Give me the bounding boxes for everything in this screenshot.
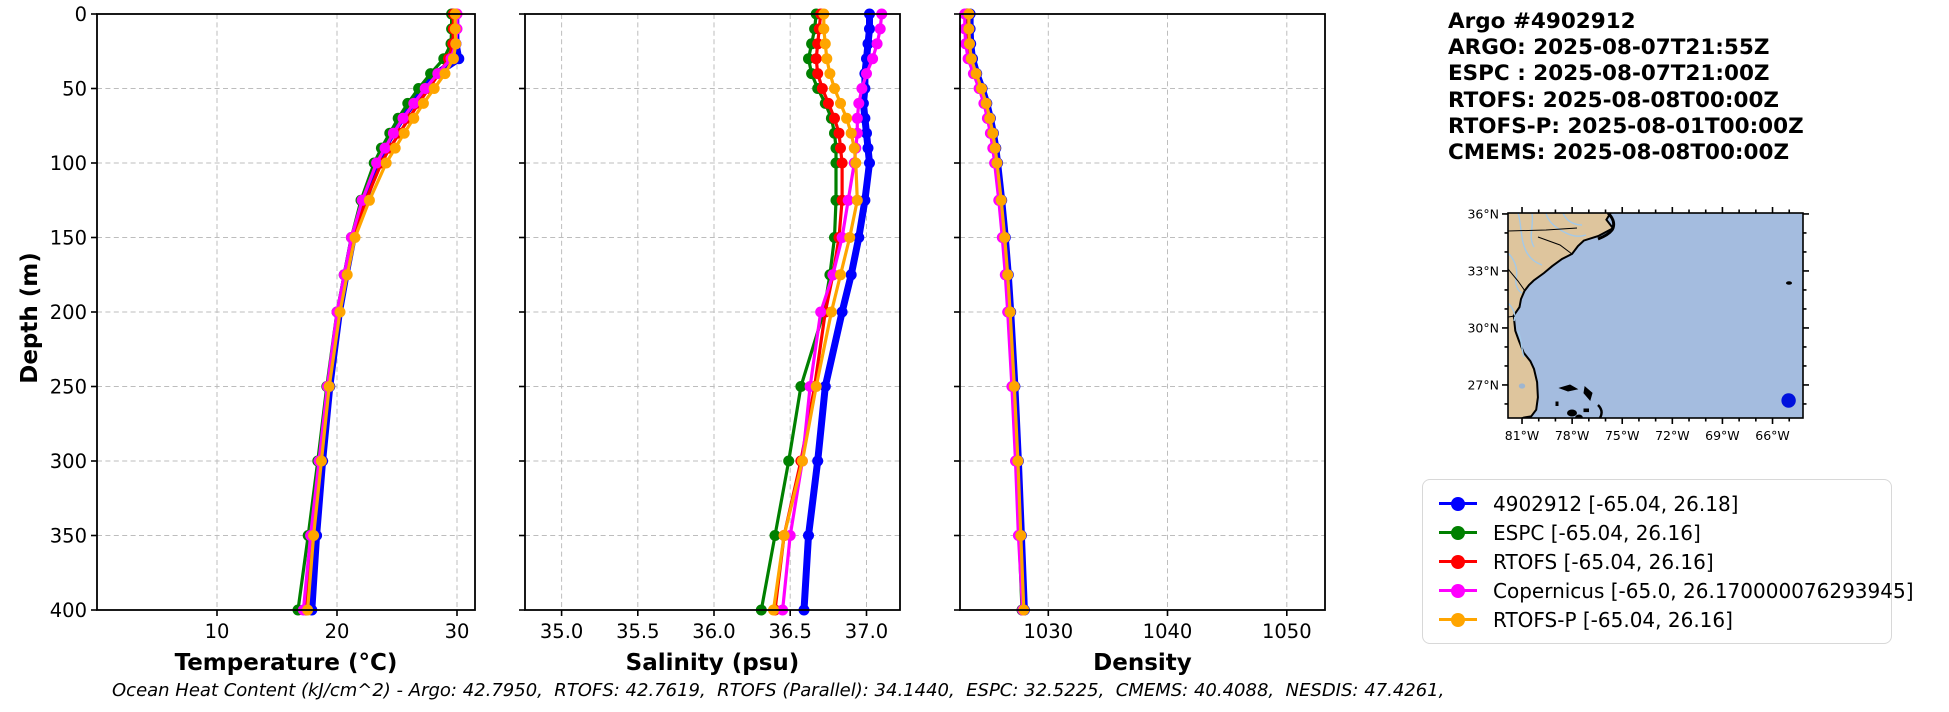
legend-item-label: RTOFS-P [-65.04, 26.16] <box>1493 607 1733 632</box>
x-axis-label: Temperature (°C) <box>175 650 398 676</box>
x-tick-label: 35.0 <box>540 620 583 643</box>
x-tick-label: 10 <box>205 620 230 643</box>
map-lon-label: 78°W <box>1555 428 1590 443</box>
series-4902912 <box>798 8 875 616</box>
legend-item-label: ESPC [-65.04, 26.16] <box>1493 520 1701 545</box>
map-lake <box>1518 383 1526 389</box>
map-tick-labels: 81°W 78°W 75°W 72°W 69°W 66°W 36°N 33°N 30°N 27°N <box>1467 206 1789 443</box>
float-position-marker <box>1781 393 1796 408</box>
legend-item: RTOFS-P [-65.04, 26.16] <box>1435 605 1879 634</box>
y-tick-label: 200 <box>50 301 87 324</box>
y-tick-label: 300 <box>50 450 87 473</box>
title-line: RTOFS-P: 2025-08-01T00:00Z <box>1448 113 1804 139</box>
series-RTOFS-P <box>963 8 1030 616</box>
map-lat-label: 36°N <box>1467 206 1499 221</box>
map-lon-label: 66°W <box>1755 428 1790 443</box>
legend: 4902912 [-65.04, 26.18] ESPC [-65.04, 26.… <box>1422 479 1914 644</box>
x-tick-label: 1030 <box>1023 620 1073 643</box>
plot-temperature: 10 20 30050100150200250300350400Temperatur… <box>50 3 476 676</box>
title-block: Argo #4902912 ARGO: 2025-08-07T21:55Z ESPC… <box>1448 9 1804 166</box>
legend-item-label: 4902912 [-65.04, 26.18] <box>1493 491 1739 516</box>
map-lon-label: 81°W <box>1505 428 1540 443</box>
title-line: CMEMS: 2025-08-08T00:00Z <box>1448 140 1790 166</box>
x-axis-label: Density <box>1093 650 1192 676</box>
y-tick-label: 350 <box>50 525 87 548</box>
legend-item: Copernicus [-65.0, 26.170000076293945] <box>1435 576 1914 605</box>
legend-item: 4902912 [-65.04, 26.18] <box>1435 489 1879 518</box>
x-tick-label: 35.5 <box>616 620 659 643</box>
map-ticks <box>1502 207 1809 424</box>
legend-dot-icon <box>1451 583 1465 598</box>
legend-line-marker-icon <box>1439 496 1477 511</box>
plot-density: 1030 1040 1050 Density <box>954 8 1326 676</box>
title-line: RTOFS: 2025-08-08T00:00Z <box>1448 87 1780 113</box>
map-lat-label: 30°N <box>1467 320 1499 335</box>
legend-item: ESPC [-65.04, 26.16] <box>1435 518 1879 547</box>
y-tick-label: 150 <box>50 227 87 250</box>
x-tick-label: 1050 <box>1262 620 1312 643</box>
x-tick-label: 30 <box>445 620 470 643</box>
legend-item: RTOFS [-65.04, 26.16] <box>1435 547 1879 576</box>
location-map: 81°W 78°W 75°W 72°W 69°W 66°W 36°N 33°N 30°N 27°N <box>1467 206 1809 443</box>
x-tick-label: 37.0 <box>845 620 888 643</box>
legend-dot-icon <box>1451 554 1465 569</box>
map-lon-label: 72°W <box>1655 428 1690 443</box>
plot-salinity: 35.0 35.5 36.0 36.5 37.0 Salinity (psu) <box>519 8 901 676</box>
map-outer-banks-coast <box>1597 213 1616 241</box>
title-line: Argo #4902912 <box>1448 9 1636 34</box>
legend-item-label: Copernicus [-65.0, 26.170000076293945] <box>1493 578 1914 603</box>
y-tick-label: 100 <box>50 152 87 175</box>
map-lon-label: 69°W <box>1705 428 1740 443</box>
legend-line-marker-icon <box>1439 612 1477 627</box>
y-axis-label: Depth (m) <box>17 252 43 384</box>
x-axis-label: Salinity (psu) <box>626 650 800 676</box>
x-tick-label: 36.0 <box>692 620 735 643</box>
x-tick-label: 20 <box>325 620 350 643</box>
legend-line-marker-icon <box>1439 525 1477 540</box>
y-tick-label: 250 <box>50 376 87 399</box>
legend-line-marker-icon <box>1439 583 1477 598</box>
map-bermuda-island <box>1786 281 1792 285</box>
map-lat-label: 27°N <box>1467 377 1499 392</box>
map-lon-label: 75°W <box>1605 428 1640 443</box>
y-tick-label: 400 <box>50 599 87 622</box>
ohc-annotation: Ocean Heat Content (kJ/cm^2) - Argo: 42.… <box>112 680 1445 701</box>
legend-line-marker-icon <box>1439 554 1477 569</box>
title-line: ESPC : 2025-08-07T21:00Z <box>1448 61 1770 87</box>
legend-dot-icon <box>1451 496 1465 511</box>
title-line: ARGO: 2025-08-07T21:55Z <box>1448 35 1770 61</box>
legend-dot-icon <box>1451 525 1465 540</box>
legend-item-label: RTOFS [-65.04, 26.16] <box>1493 549 1714 574</box>
map-state-borders <box>1508 227 1578 318</box>
legend-dot-icon <box>1451 612 1465 627</box>
map-lat-label: 33°N <box>1467 263 1499 278</box>
series-RTOFS-P <box>302 8 462 616</box>
x-tick-label: 36.5 <box>768 620 811 643</box>
y-tick-label: 0 <box>75 3 87 26</box>
y-tick-label: 50 <box>62 78 87 101</box>
x-tick-label: 1040 <box>1143 620 1193 643</box>
